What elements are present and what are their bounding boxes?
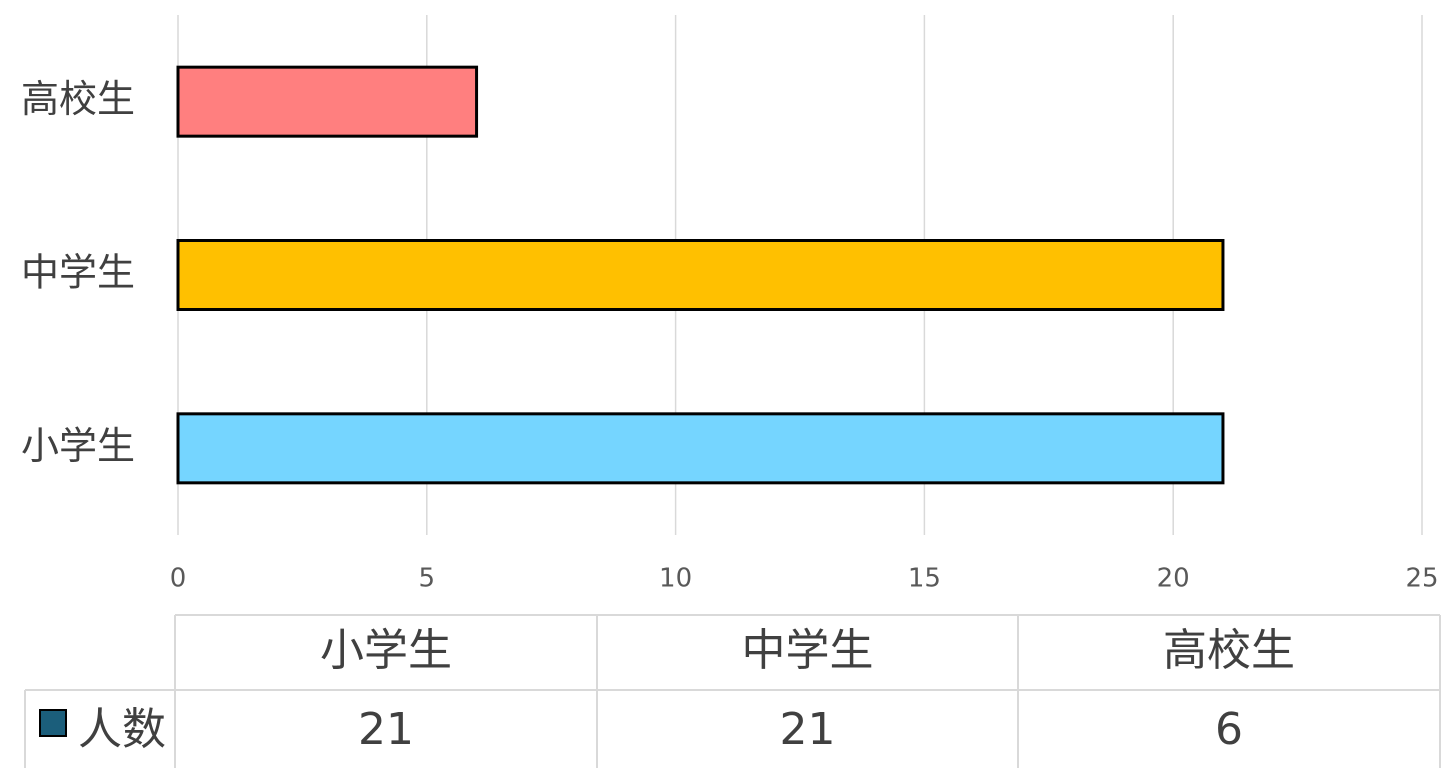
table-header: 高校生 [1163, 625, 1295, 676]
bar [176, 65, 479, 138]
table-value: 21 [780, 704, 836, 755]
bar [176, 412, 1225, 485]
x-tick-label: 5 [419, 564, 436, 594]
x-tick-label: 15 [908, 564, 941, 594]
x-tick-label: 25 [1405, 564, 1438, 594]
table-value: 21 [358, 704, 414, 755]
table-value: 6 [1215, 704, 1243, 755]
legend-label: 人数 [78, 704, 166, 755]
x-tick-label: 20 [1157, 564, 1190, 594]
y-tick-label: 小学生 [21, 424, 135, 468]
y-tick-label: 高校生 [21, 77, 135, 121]
bar [176, 239, 1225, 311]
y-tick-label: 中学生 [21, 251, 135, 295]
x-tick-label: 0 [170, 564, 187, 594]
legend-swatch [39, 709, 67, 737]
x-tick-label: 10 [659, 564, 692, 594]
table-header: 中学生 [742, 625, 874, 676]
table-header: 小学生 [320, 625, 452, 676]
